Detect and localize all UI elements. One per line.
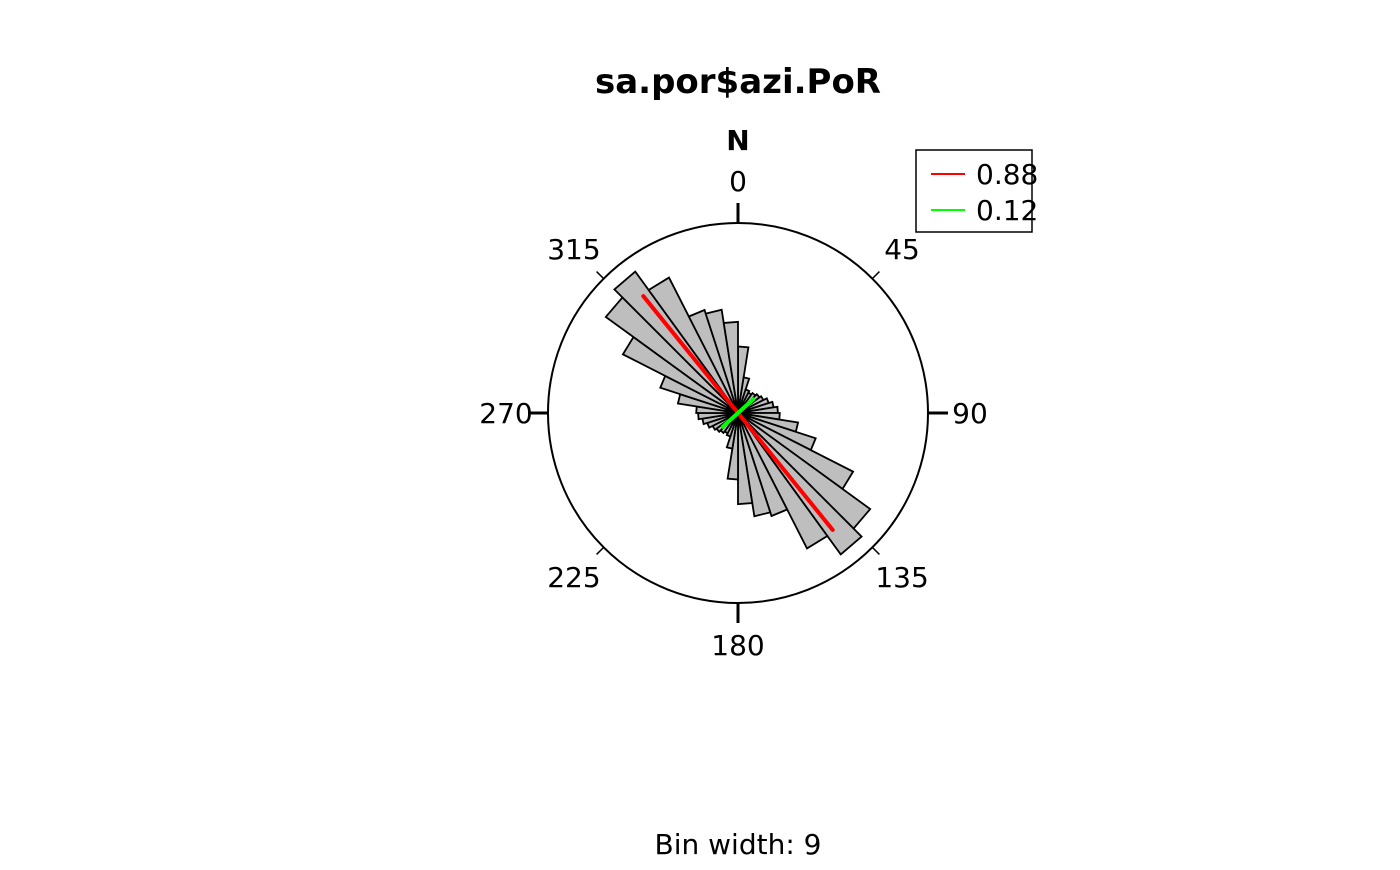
rose-bar-351 <box>722 320 739 414</box>
tick-label-180: 180 <box>711 629 764 662</box>
tick-label-135: 135 <box>875 561 928 594</box>
tick-label-315: 315 <box>547 233 600 266</box>
mean-lines-group <box>641 294 835 532</box>
tick-label-270: 270 <box>479 397 532 430</box>
tick-225 <box>596 546 605 555</box>
chart-title: sa.por$azi.PoR <box>595 62 881 102</box>
tick-label-0: 0 <box>729 165 747 198</box>
tick-135 <box>871 546 880 555</box>
legend-box <box>915 149 1033 233</box>
bin-width-label: Bin width: 9 <box>655 828 822 861</box>
legend: 0.88 0.12 <box>915 149 1038 233</box>
tick-45 <box>871 271 880 280</box>
ticks-group: 0 45 90 135 180 225 270 315 <box>479 165 988 662</box>
legend-label-1: 0.12 <box>976 194 1038 227</box>
tick-315 <box>596 271 605 280</box>
mean-direction-line-1 <box>720 397 756 429</box>
legend-label-0: 0.88 <box>976 158 1038 191</box>
tick-label-225: 225 <box>547 561 600 594</box>
tick-label-90: 90 <box>952 397 988 430</box>
north-label: N <box>726 124 749 157</box>
tick-label-45: 45 <box>884 233 920 266</box>
bars-group <box>604 270 872 556</box>
